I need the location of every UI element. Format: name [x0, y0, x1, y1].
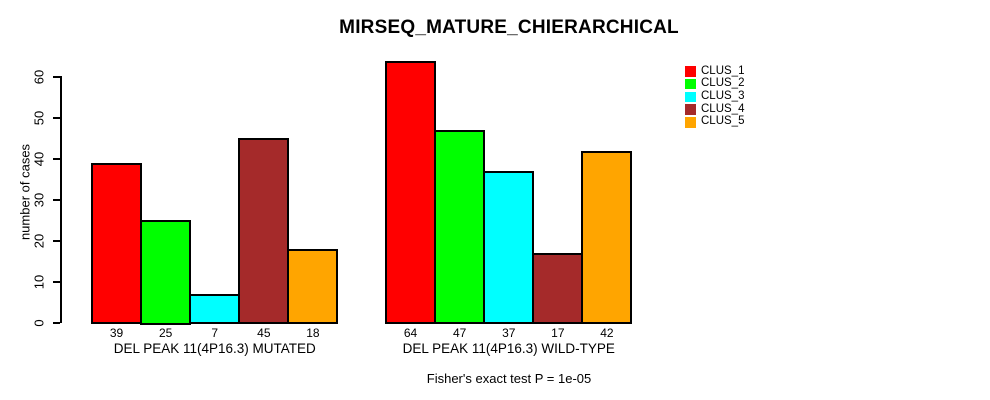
legend-label: CLUS_5 — [701, 115, 745, 128]
y-axis-tick — [53, 321, 60, 324]
bar-value-label: 42 — [600, 326, 614, 340]
legend-label: CLUS_1 — [701, 64, 745, 77]
bar — [189, 293, 241, 325]
bar-value-label: 17 — [551, 326, 565, 340]
legend-swatch — [685, 78, 696, 90]
y-axis-tick — [53, 239, 60, 242]
bar — [434, 130, 486, 325]
y-axis-tick — [53, 117, 60, 119]
bar-value-label: 7 — [211, 326, 219, 340]
bar — [385, 60, 437, 325]
legend-swatch — [685, 104, 696, 115]
y-axis-tick-label: 30 — [31, 192, 47, 208]
p-value-annotation: Fisher's exact test P = 1e-05 — [426, 371, 592, 386]
legend-label: CLUS_3 — [701, 89, 745, 102]
y-axis-tick — [53, 198, 60, 201]
y-axis-tick — [53, 157, 60, 160]
group-label: DEL PEAK 11(4P16.3) WILD-TYPE — [402, 341, 615, 356]
legend-swatch — [685, 91, 696, 103]
group-label: DEL PEAK 11(4P16.3) MUTATED — [113, 341, 316, 356]
y-axis-tick-label: 0 — [31, 318, 47, 327]
bar — [581, 150, 633, 325]
y-axis-tick-label: 50 — [31, 110, 47, 126]
legend-swatch — [685, 66, 696, 77]
bar — [532, 252, 584, 325]
bar — [238, 138, 290, 325]
y-axis-tick-label: 20 — [31, 233, 47, 248]
y-axis-tick — [53, 76, 60, 79]
y-axis-label: number of cases — [17, 143, 33, 241]
y-axis-tick-label: 40 — [31, 151, 47, 167]
y-axis-tick — [53, 280, 60, 283]
bar-value-label: 47 — [452, 326, 467, 340]
bar-value-label: 45 — [257, 326, 271, 340]
bar — [91, 162, 143, 325]
bar-value-label: 39 — [109, 326, 124, 340]
bar — [483, 171, 535, 325]
legend-label: CLUS_2 — [701, 77, 745, 90]
bar — [287, 248, 339, 325]
bar-value-label: 25 — [158, 326, 173, 340]
chart-title: MIRSEQ_MATURE_CHIERARCHICAL — [339, 17, 679, 38]
y-axis-tick-label: 10 — [31, 274, 47, 289]
legend-swatch — [685, 117, 696, 128]
y-axis-tick-label: 60 — [31, 69, 47, 85]
bar-value-label: 64 — [403, 326, 418, 340]
y-axis-line — [60, 76, 62, 324]
bar-value-label: 37 — [502, 326, 516, 340]
bar-value-label: 18 — [306, 326, 320, 340]
bar — [140, 220, 192, 325]
legend-label: CLUS_4 — [701, 102, 745, 115]
